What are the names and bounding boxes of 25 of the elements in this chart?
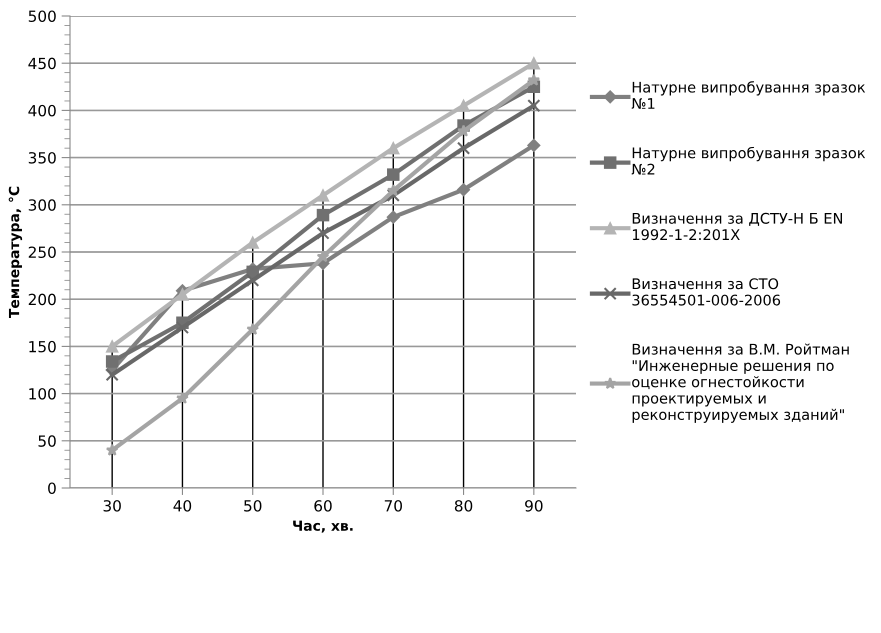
x-tick-label: 40 <box>173 500 192 512</box>
legend-label: Натурне випробування зразок №2 <box>632 146 866 174</box>
y-tick-label: 50 <box>38 435 56 447</box>
x-tick-label: 60 <box>314 500 332 512</box>
x-axis-title: Час, хв. <box>293 520 353 533</box>
legend-label: Визначення за СТО 36554501-006-2006 <box>632 278 780 306</box>
y-tick-label: 0 <box>48 482 56 494</box>
x-tick-label: 50 <box>244 500 262 512</box>
x-tick-label: 30 <box>104 500 121 512</box>
y-tick-label: 200 <box>28 294 56 306</box>
y-tick-label: 100 <box>29 388 56 400</box>
x-tick-label: 90 <box>525 500 543 512</box>
legend-label: Визначення за ДСТУ-Н Б EN 1992-1-2:201X <box>632 212 842 240</box>
y-tick-label: 350 <box>28 152 56 164</box>
legend-label: Визначення за В.М. Ройтман "Инженерные решения по оценке огнестойкости проектируемых и реконструируемых зданий" <box>632 343 849 423</box>
y-tick-label: 450 <box>28 58 56 70</box>
x-tick-label: 80 <box>454 500 472 512</box>
y-axis-title: Температура, °С <box>8 186 22 318</box>
y-tick-label: 300 <box>28 199 56 211</box>
y-tick-label: 500 <box>28 10 56 22</box>
legend-label: Натурне випробування зразок №1 <box>632 81 866 109</box>
y-tick-label: 150 <box>29 340 56 352</box>
y-tick-label: 400 <box>28 104 56 116</box>
y-tick-label: 250 <box>28 246 56 258</box>
x-tick-label: 70 <box>384 500 402 512</box>
